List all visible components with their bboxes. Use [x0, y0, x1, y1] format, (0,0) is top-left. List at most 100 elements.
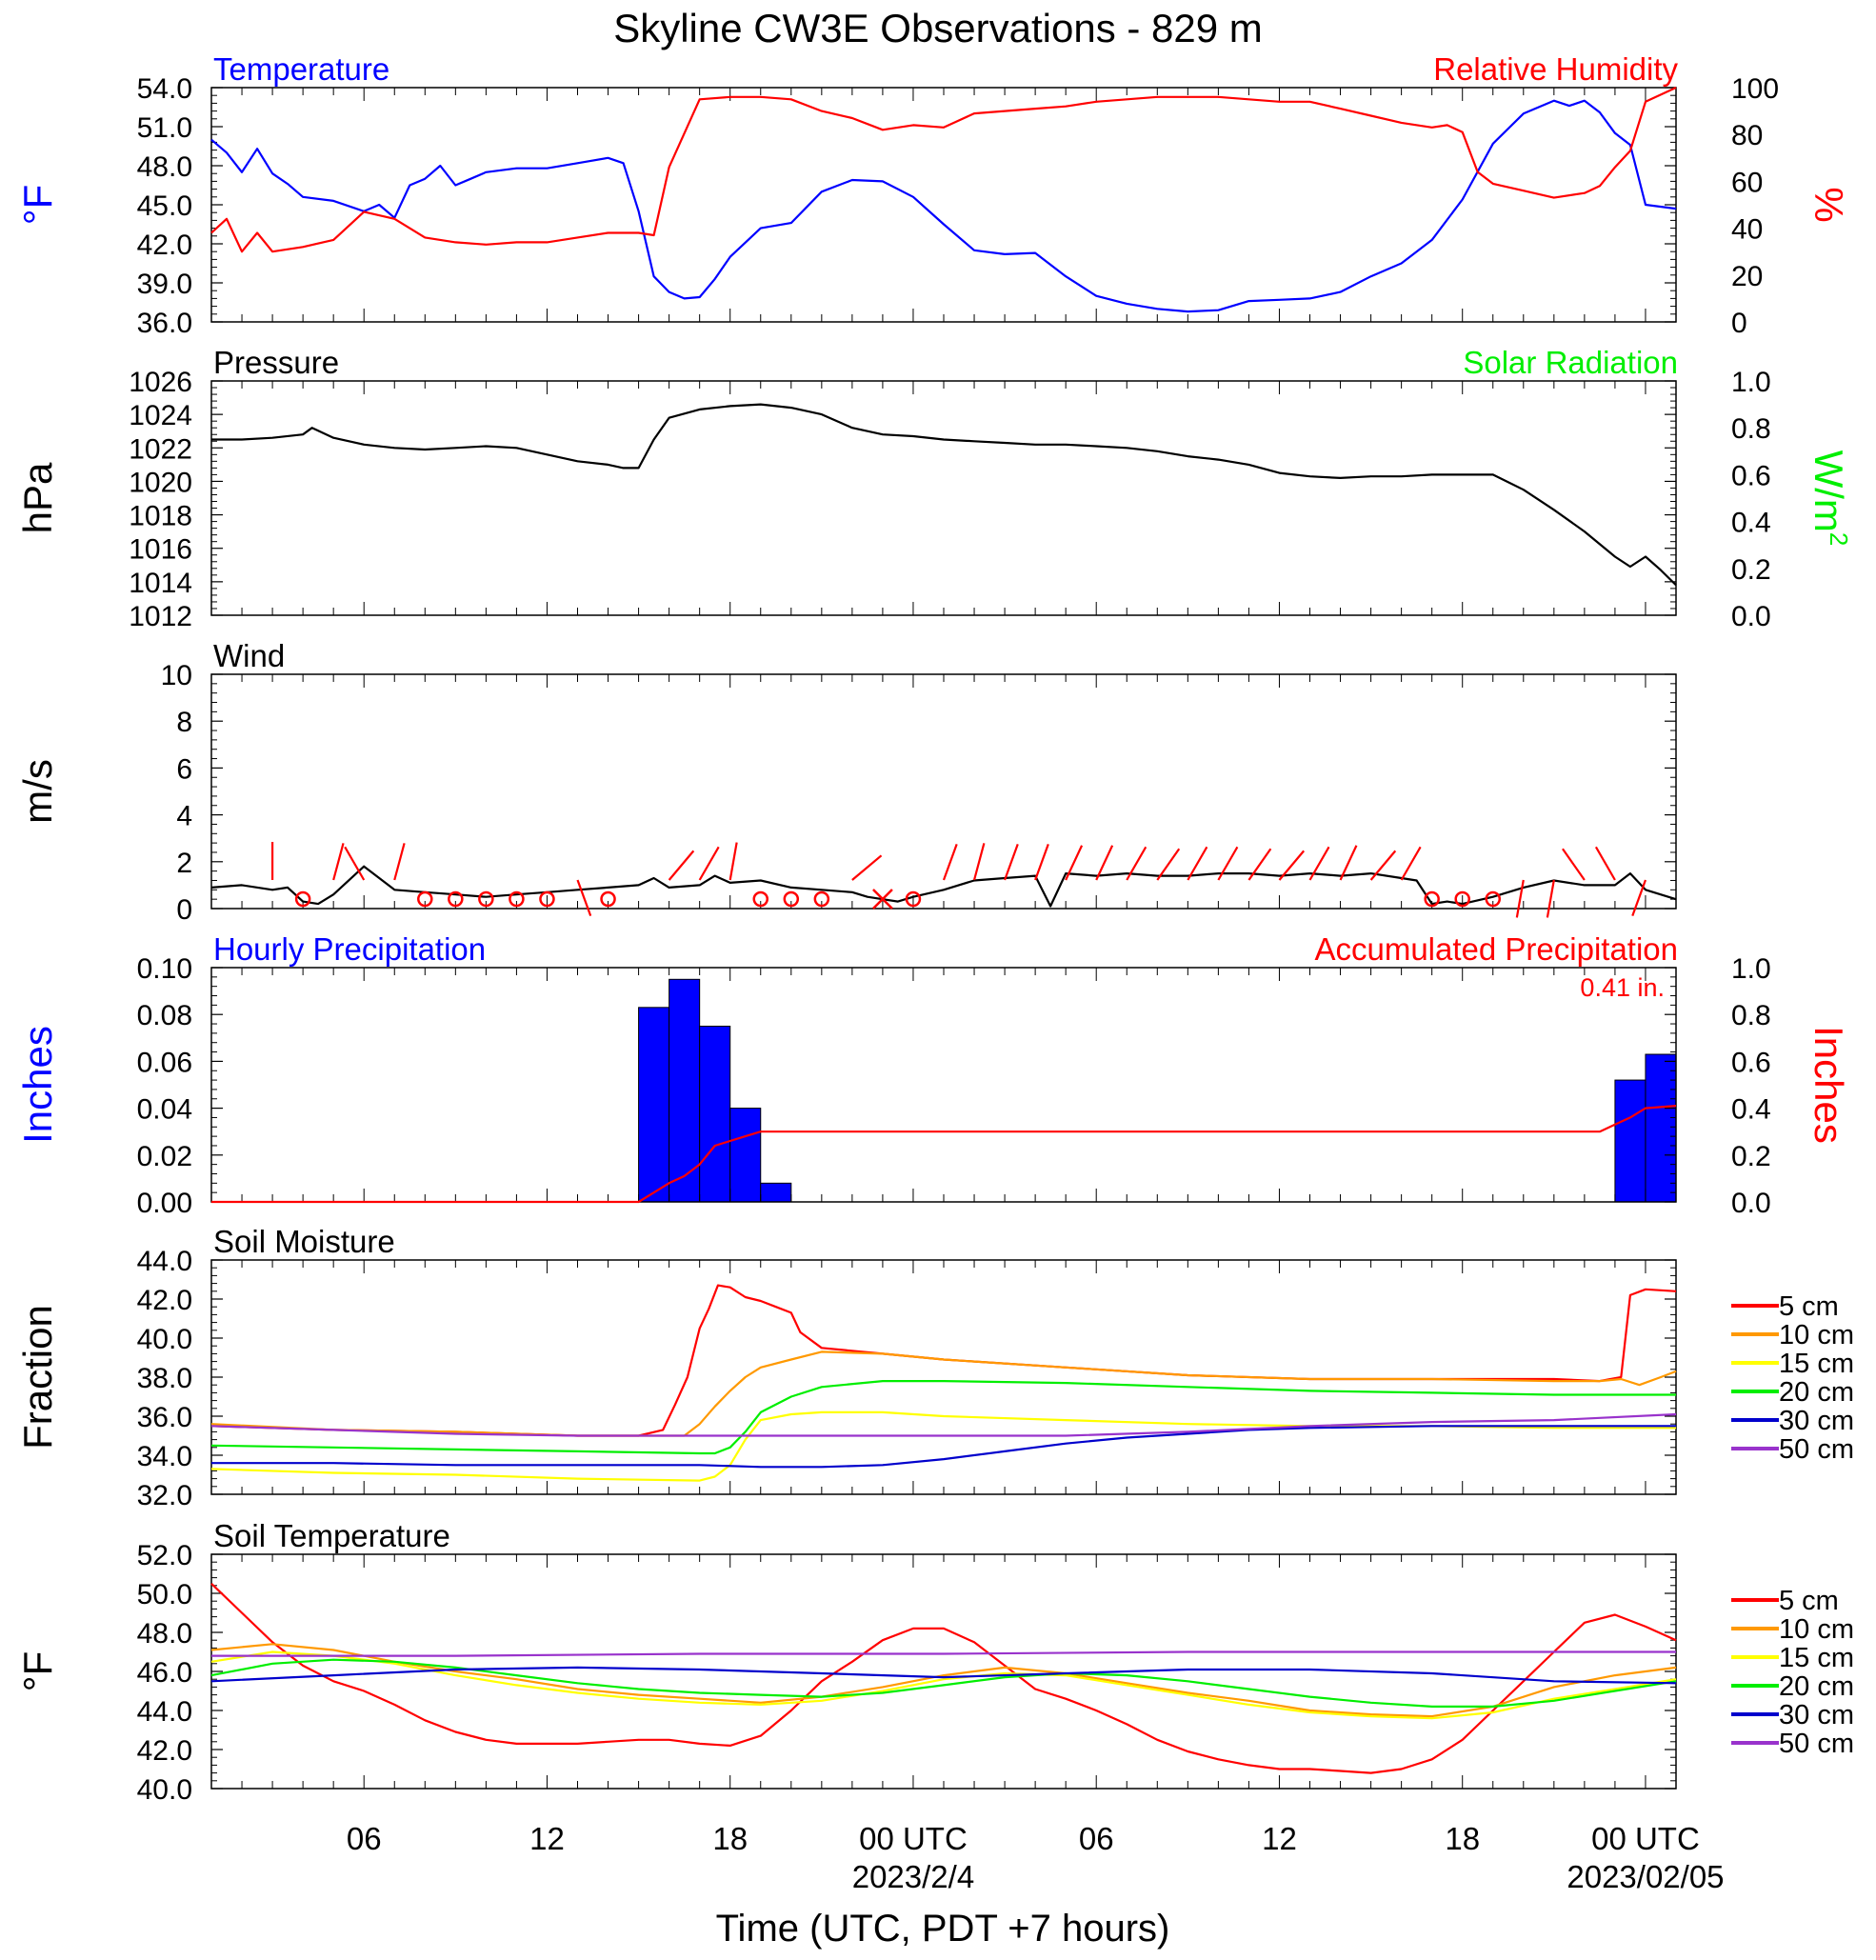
y-tick-label: 48.0 [137, 1618, 192, 1650]
wind-barb [668, 850, 695, 881]
wind-barb [728, 842, 738, 881]
wind-barb [1515, 879, 1525, 918]
panel-soil_temperature: 40.0 42.0 44.0 46.0 48.0 50.0 52.0 Soil Tempera… [15, 1518, 1854, 1806]
series-line [210, 1666, 1677, 1685]
x-tick-label: 06 [347, 1821, 382, 1856]
wind-barb [698, 846, 720, 881]
y-tick-label: 44.0 [137, 1696, 192, 1728]
y-tick-label: 8 [176, 707, 192, 738]
panel-title-right: Relative Humidity [1433, 51, 1678, 87]
y-tick-label: 42.0 [137, 1285, 192, 1316]
legend-label: 50 cm [1779, 1434, 1854, 1465]
series-line [210, 1412, 1677, 1437]
y-tick-label: 0.02 [137, 1141, 192, 1172]
y-right-tick-label: 0.6 [1731, 1047, 1771, 1078]
series-line [211, 1650, 1676, 1657]
wind-barb [1562, 848, 1586, 881]
y-tick-label: 36.0 [137, 308, 192, 339]
y-axis-label-left: Fraction [15, 1305, 60, 1450]
y-right-tick-label: 80 [1731, 120, 1763, 151]
wind-barb [1339, 845, 1358, 881]
wind-barb [1034, 844, 1049, 881]
wind-barb [393, 843, 406, 881]
y-tick-label: 1024 [129, 400, 192, 431]
x-tick-date-label: 2023/02/05 [1567, 1859, 1724, 1894]
y-right-tick-label: 1.0 [1731, 367, 1771, 398]
y-tick-label: 52.0 [137, 1540, 192, 1571]
y-tick-label: 40.0 [137, 1774, 192, 1806]
wind-barb [1187, 846, 1208, 881]
y-tick-label: 0.06 [137, 1047, 192, 1078]
y-axis-label-right: % [1806, 187, 1851, 222]
legend-label: 5 cm [1779, 1586, 1839, 1616]
y-tick-label: 0.04 [137, 1094, 192, 1126]
precip-bar [1645, 1053, 1677, 1203]
wind-calm-marker [294, 890, 311, 908]
y-tick-label: 42.0 [137, 1735, 192, 1767]
wind-missing-marker [872, 889, 893, 910]
wind-calm-marker [1424, 890, 1440, 908]
wind-calm-marker [905, 890, 922, 908]
precip-bar [1614, 1079, 1646, 1203]
x-tick-label: 18 [1445, 1821, 1480, 1856]
y-tick-label: 6 [176, 753, 192, 785]
y-right-tick-label: 20 [1731, 261, 1763, 292]
panel-title-left: Soil Temperature [213, 1518, 450, 1553]
wind-barb [972, 843, 986, 881]
x-tick-label: 06 [1079, 1821, 1114, 1856]
x-tick-label: 18 [712, 1821, 748, 1856]
panel-soil_moisture: 32.0 34.0 36.0 38.0 40.0 42.0 44.0 Soil Moistur… [15, 1224, 1854, 1511]
y-axis-label-left: Inches [15, 1026, 60, 1144]
wind-calm-marker [539, 890, 555, 908]
wind-barb [332, 843, 345, 881]
x-tick-label: 00 UTC [1591, 1821, 1700, 1856]
y-tick-label: 1020 [129, 467, 192, 498]
wind-barb [576, 879, 592, 916]
series-line [210, 99, 1677, 313]
y-tick-label: 4 [176, 801, 192, 832]
y-right-tick-label: 0.6 [1731, 460, 1771, 491]
panel-wind: 0 2 4 6 8 10 Wind m/s [15, 638, 1677, 926]
y-right-tick-label: 0.8 [1731, 413, 1771, 445]
y-right-tick-label: 0.2 [1731, 554, 1771, 586]
wind-calm-marker [478, 890, 494, 908]
y-tick-label: 0 [176, 894, 192, 926]
y-tick-label: 10 [161, 660, 192, 691]
figure-title: Skyline CW3E Observations - 829 m [613, 6, 1263, 50]
y-tick-label: 2 [176, 848, 192, 879]
panel-frame [210, 380, 1677, 616]
wind-barb [1217, 846, 1239, 881]
panel-temp_rh: 36.0 39.0 42.0 45.0 48.0 51.0 54.0 0 20 40 60 80 100… [15, 51, 1851, 339]
precip-total-annotation: 0.41 in. [1580, 973, 1665, 1002]
panel-title-right: Solar Radiation [1463, 345, 1678, 380]
wind-barb [344, 846, 366, 881]
y-right-tick-label: 0.2 [1731, 1141, 1771, 1172]
y-tick-label: 32.0 [137, 1480, 192, 1511]
y-tick-label: 39.0 [137, 269, 192, 300]
legend-label: 10 cm [1779, 1320, 1854, 1350]
precip-bar [699, 1026, 731, 1203]
x-tick-label: 00 UTC [859, 1821, 968, 1856]
wind-calm-marker [813, 890, 830, 908]
y-tick-label: 0.00 [137, 1188, 192, 1219]
y-tick-label: 42.0 [137, 230, 192, 261]
panel-title-left: Hourly Precipitation [213, 931, 486, 967]
wind-barb [1546, 879, 1555, 918]
series-line [210, 1643, 1677, 1718]
precip-bar [638, 1007, 670, 1203]
y-tick-label: 45.0 [137, 190, 192, 222]
series-line [211, 403, 1677, 587]
y-axis-label-right: W/m2 [1806, 450, 1853, 547]
y-tick-label: 40.0 [137, 1324, 192, 1355]
wind-barb [1126, 846, 1148, 881]
y-tick-label: 1022 [129, 433, 192, 465]
wind-calm-marker [509, 890, 525, 908]
y-right-tick-label: 60 [1731, 167, 1763, 198]
panel-frame [210, 967, 1677, 1203]
wind-calm-marker [1454, 890, 1470, 908]
y-axis-label-left: hPa [15, 462, 60, 533]
wind-barb [1400, 846, 1422, 881]
legend-label: 30 cm [1779, 1700, 1854, 1730]
y-axis-label-right: Inches [1806, 1026, 1851, 1144]
